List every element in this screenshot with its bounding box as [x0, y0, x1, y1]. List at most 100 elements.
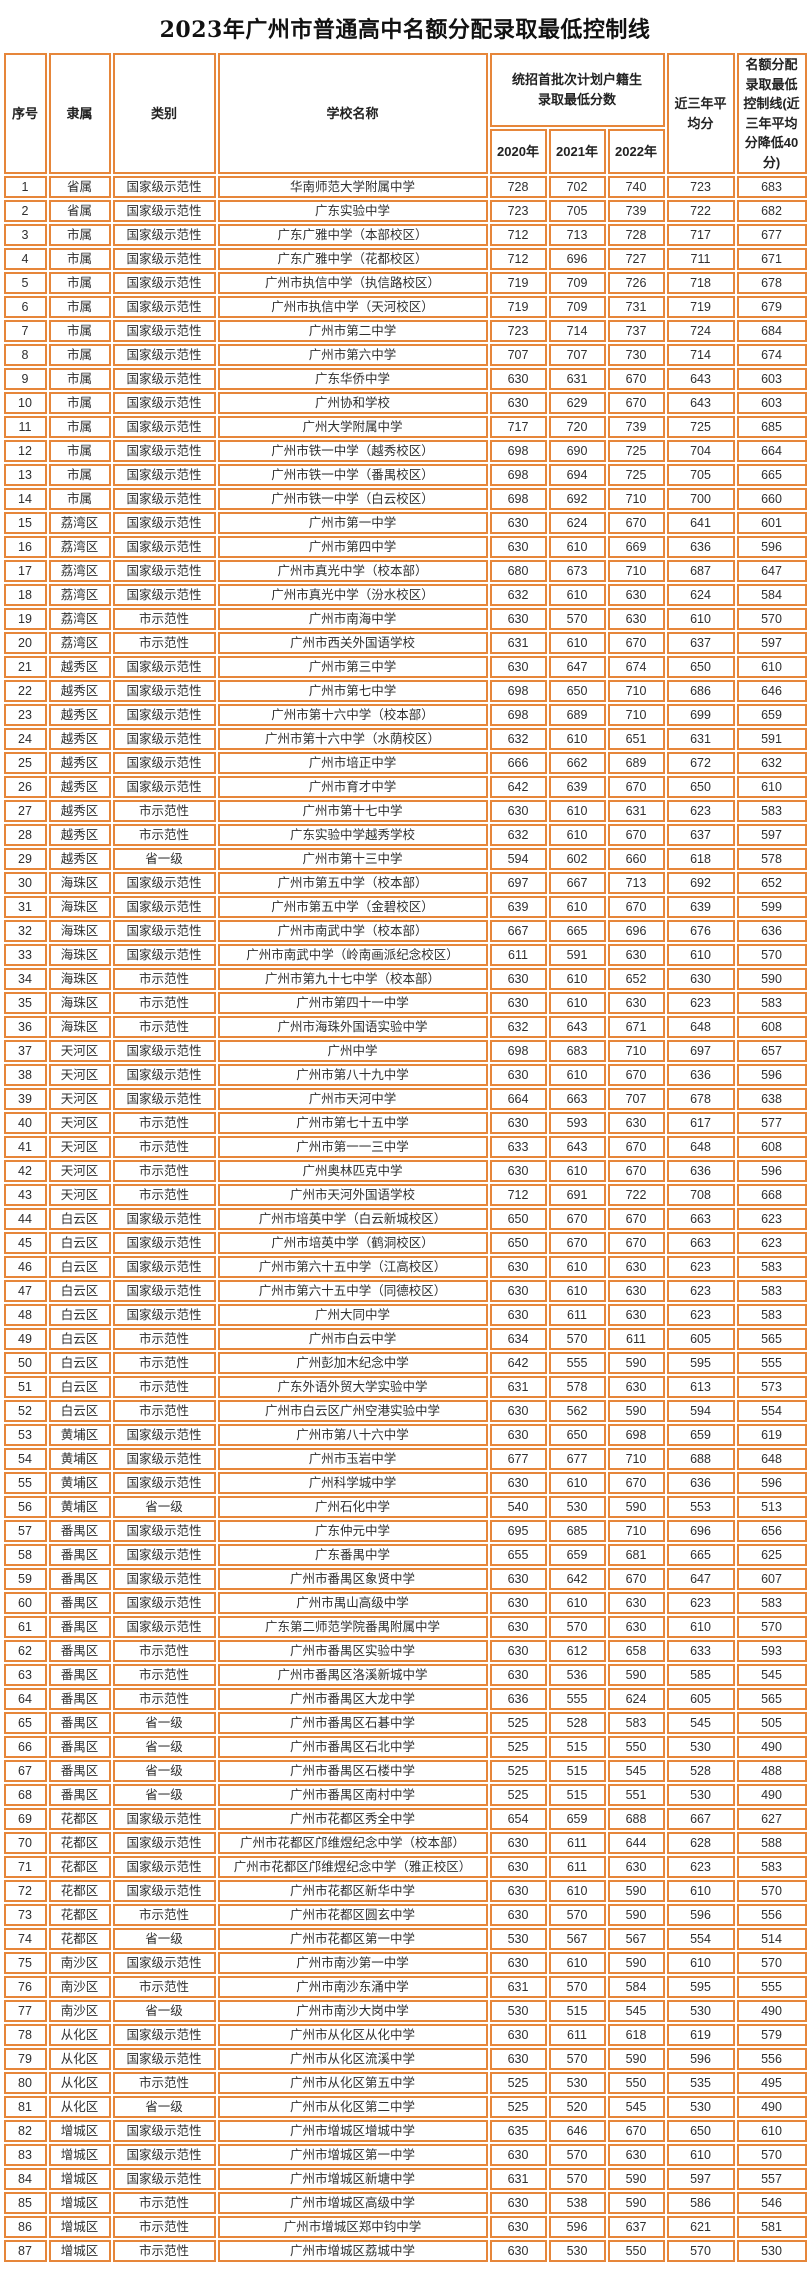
- seq-cell: 63: [3, 1664, 47, 1686]
- score-2021-cell: 538: [548, 2192, 606, 2214]
- seq-cell: 77: [3, 2000, 47, 2022]
- score-2022-cell: 739: [607, 200, 665, 222]
- affiliation-cell: 天河区: [48, 1136, 111, 1158]
- score-2022-cell: 630: [607, 1376, 665, 1398]
- quota-line-cell: 632: [736, 752, 807, 774]
- seq-cell: 68: [3, 1784, 47, 1806]
- score-2022-cell: 670: [607, 1064, 665, 1086]
- score-2020-cell: 698: [489, 1040, 547, 1062]
- score-2022-cell: 670: [607, 632, 665, 654]
- affiliation-cell: 增城区: [48, 2168, 111, 2190]
- quota-line-cell: 599: [736, 896, 807, 918]
- affiliation-cell: 白云区: [48, 1232, 111, 1254]
- seq-cell: 60: [3, 1592, 47, 1614]
- affiliation-cell: 增城区: [48, 2240, 111, 2262]
- table-row: 13 市属 国家级示范性 广州市铁一中学（番禺校区） 698 694 725 705 665: [3, 464, 807, 486]
- avg-score-cell: 605: [666, 1328, 735, 1350]
- seq-cell: 6: [3, 296, 47, 318]
- school-name-cell: 广州市花都区第一中学: [217, 1928, 488, 1950]
- affiliation-cell: 增城区: [48, 2144, 111, 2166]
- quota-line-cell: 652: [736, 872, 807, 894]
- seq-cell: 54: [3, 1448, 47, 1470]
- avg-score-cell: 719: [666, 296, 735, 318]
- score-2022-cell: 696: [607, 920, 665, 942]
- score-2022-cell: 618: [607, 2024, 665, 2046]
- category-cell: 市示范性: [112, 632, 216, 654]
- quota-line-cell: 607: [736, 1568, 807, 1590]
- affiliation-cell: 番禺区: [48, 1784, 111, 1806]
- score-2022-cell: 590: [607, 1664, 665, 1686]
- quota-line-cell: 546: [736, 2192, 807, 2214]
- school-name-cell: 广州彭加木纪念中学: [217, 1352, 488, 1374]
- avg-score-cell: 648: [666, 1136, 735, 1158]
- score-2021-cell: 631: [548, 368, 606, 390]
- affiliation-cell: 省属: [48, 176, 111, 198]
- category-cell: 国家级示范性: [112, 1832, 216, 1854]
- school-name-cell: 广州市从化区第二中学: [217, 2096, 488, 2118]
- score-2022-cell: 670: [607, 824, 665, 846]
- seq-cell: 34: [3, 968, 47, 990]
- score-2020-cell: 719: [489, 272, 547, 294]
- score-2020-cell: 695: [489, 1520, 547, 1542]
- seq-cell: 42: [3, 1160, 47, 1182]
- score-2021-cell: 677: [548, 1448, 606, 1470]
- category-cell: 国家级示范性: [112, 200, 216, 222]
- avg-score-cell: 594: [666, 1400, 735, 1422]
- school-name-cell: 广州市番禺区石北中学: [217, 1736, 488, 1758]
- score-2020-cell: 630: [489, 1160, 547, 1182]
- quota-line-cell: 556: [736, 1904, 807, 1926]
- score-2020-cell: 634: [489, 1328, 547, 1350]
- avg-score-cell: 530: [666, 1736, 735, 1758]
- score-2021-cell: 643: [548, 1016, 606, 1038]
- score-2021-cell: 642: [548, 1568, 606, 1590]
- seq-cell: 64: [3, 1688, 47, 1710]
- score-2021-cell: 515: [548, 1760, 606, 1782]
- seq-cell: 4: [3, 248, 47, 270]
- category-cell: 市示范性: [112, 1016, 216, 1038]
- score-2022-cell: 727: [607, 248, 665, 270]
- table-row: 44 白云区 国家级示范性 广州市培英中学（白云新城校区） 650 670 670 663 62…: [3, 1208, 807, 1230]
- score-2021-cell: 610: [548, 896, 606, 918]
- school-name-cell: 广东第二师范学院番禺附属中学: [217, 1616, 488, 1638]
- score-2022-cell: 567: [607, 1928, 665, 1950]
- category-cell: 国家级示范性: [112, 512, 216, 534]
- score-2022-cell: 637: [607, 2216, 665, 2238]
- header-avg: 近三年平均分: [666, 53, 735, 174]
- score-2020-cell: 630: [489, 392, 547, 414]
- school-name-cell: 广州市番禺区大龙中学: [217, 1688, 488, 1710]
- seq-cell: 53: [3, 1424, 47, 1446]
- table-row: 2 省属 国家级示范性 广东实验中学 723 705 739 722 682: [3, 200, 807, 222]
- score-2021-cell: 670: [548, 1208, 606, 1230]
- score-2021-cell: 610: [548, 728, 606, 750]
- avg-score-cell: 724: [666, 320, 735, 342]
- category-cell: 市示范性: [112, 1688, 216, 1710]
- score-2022-cell: 710: [607, 1040, 665, 1062]
- quota-line-cell: 638: [736, 1088, 807, 1110]
- score-2022-cell: 739: [607, 416, 665, 438]
- score-2022-cell: 545: [607, 1760, 665, 1782]
- seq-cell: 70: [3, 1832, 47, 1854]
- quota-line-cell: 636: [736, 920, 807, 942]
- table-row: 22 越秀区 国家级示范性 广州市第七中学 698 650 710 686 646: [3, 680, 807, 702]
- score-2022-cell: 670: [607, 1568, 665, 1590]
- score-2020-cell: 525: [489, 2096, 547, 2118]
- score-2020-cell: 611: [489, 944, 547, 966]
- score-2021-cell: 624: [548, 512, 606, 534]
- score-2021-cell: 611: [548, 1856, 606, 1878]
- school-name-cell: 广州市第八十六中学: [217, 1424, 488, 1446]
- seq-cell: 29: [3, 848, 47, 870]
- table-row: 85 增城区 市示范性 广州市增城区高级中学 630 538 590 586 546: [3, 2192, 807, 2214]
- quota-line-cell: 657: [736, 1040, 807, 1062]
- category-cell: 国家级示范性: [112, 872, 216, 894]
- score-2022-cell: 670: [607, 368, 665, 390]
- school-name-cell: 广东实验中学: [217, 200, 488, 222]
- affiliation-cell: 南沙区: [48, 2000, 111, 2022]
- score-2021-cell: 578: [548, 1376, 606, 1398]
- avg-score-cell: 595: [666, 1352, 735, 1374]
- school-name-cell: 广州市第十三中学: [217, 848, 488, 870]
- school-name-cell: 华南师范大学附属中学: [217, 176, 488, 198]
- quota-line-cell: 583: [736, 1256, 807, 1278]
- category-cell: 国家级示范性: [112, 1448, 216, 1470]
- avg-score-cell: 617: [666, 1112, 735, 1134]
- affiliation-cell: 天河区: [48, 1064, 111, 1086]
